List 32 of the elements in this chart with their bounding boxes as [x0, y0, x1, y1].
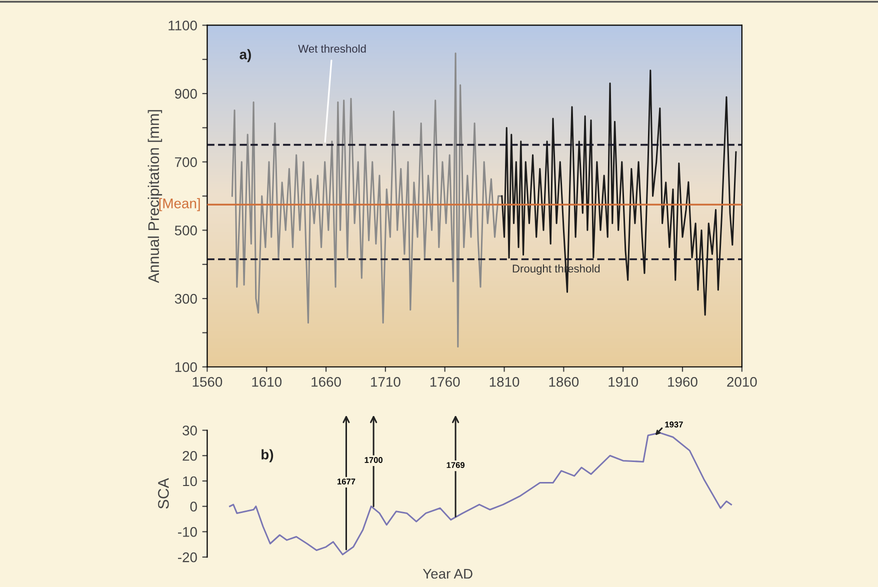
y-tick-label: 10 [183, 476, 197, 486]
y-tick-label: 0 [190, 502, 197, 512]
x-tick-label: 1710 [371, 376, 400, 387]
y-tick-label: 30 [182, 426, 197, 436]
annotation: 1769 [446, 462, 465, 468]
line-series [501, 70, 737, 316]
x-tick-label: 1810 [490, 376, 520, 387]
y-tick-label: 500 [174, 226, 197, 236]
x-tick-label: 1960 [668, 376, 698, 387]
y-tick-label: 20 [182, 450, 197, 461]
y-axis-title: SCA [158, 478, 169, 509]
y-tick-label: -10 [178, 527, 197, 537]
y-tick-label: 900 [174, 88, 197, 99]
annotation: 1677 [337, 478, 356, 484]
x-tick-label: 1860 [549, 376, 579, 387]
x-tick-label: 2010 [727, 376, 757, 387]
x-tick-label: 1560 [192, 376, 222, 387]
annotation: b) [262, 449, 274, 462]
ref-line-label: Wet threshold [298, 44, 366, 53]
annotation: 1937 [665, 422, 683, 428]
y-tick-label: -20 [178, 552, 197, 562]
x-tick-label: 1660 [312, 376, 341, 387]
y-tick-label: 100 [175, 362, 197, 372]
y-tick-label: 300 [174, 294, 197, 304]
annotation: a) [240, 49, 251, 62]
x-tick-label: 1760 [430, 376, 460, 387]
y-tick-label: 1100 [168, 20, 197, 30]
annotation: 1700 [364, 457, 382, 463]
x-axis-title: Year AD [422, 568, 472, 579]
x-tick-label: 1610 [252, 376, 282, 387]
x-tick-label: 1910 [608, 376, 638, 387]
y-tick-label: 700 [175, 157, 197, 168]
